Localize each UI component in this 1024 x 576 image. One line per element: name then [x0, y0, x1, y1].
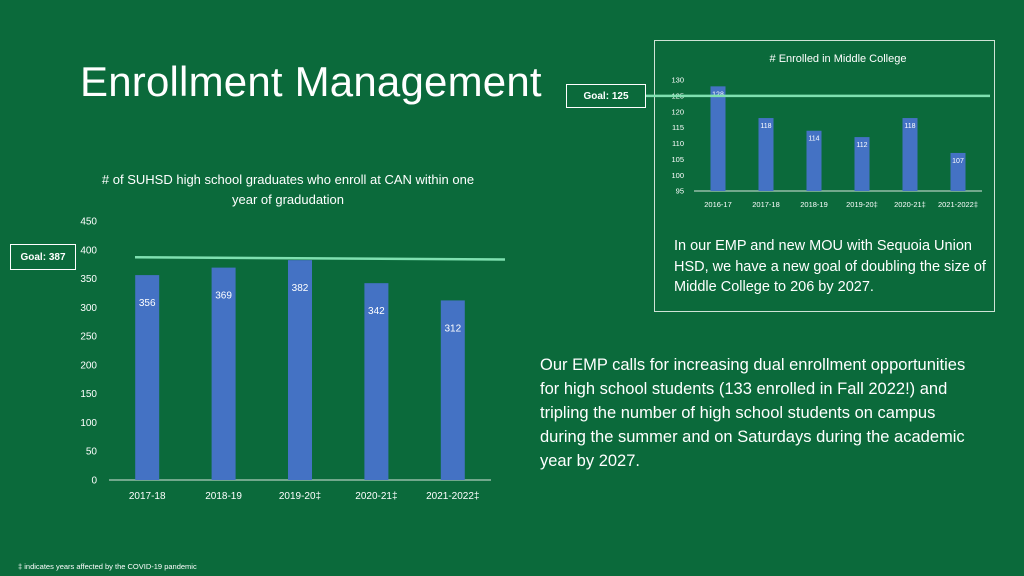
- bar: [364, 283, 389, 480]
- chart-title: # Enrolled in Middle College: [770, 53, 907, 65]
- y-tick-label: 100: [80, 418, 97, 429]
- y-tick-label: 150: [80, 389, 97, 400]
- bar: [806, 130, 822, 191]
- data-label: 118: [760, 123, 771, 130]
- y-tick-label: 450: [80, 217, 97, 228]
- data-label: 312: [444, 323, 461, 334]
- x-tick-label: 2017-18: [129, 491, 166, 502]
- middle-college-goal-badge: Goal: 125: [566, 84, 646, 108]
- y-tick-label: 400: [80, 245, 97, 256]
- bar: [288, 260, 312, 480]
- y-tick-label: 50: [86, 447, 98, 458]
- data-label: 356: [139, 298, 156, 309]
- data-label: 382: [292, 283, 309, 294]
- bar: [758, 118, 774, 191]
- bar: [440, 300, 465, 480]
- x-tick-label: 2020-21‡: [355, 491, 397, 502]
- bar: [135, 275, 160, 480]
- x-tick-label: 2020-21‡: [894, 200, 926, 209]
- bar: [950, 152, 966, 191]
- x-tick-label: 2021-2022‡: [938, 200, 978, 209]
- data-label: 112: [856, 142, 867, 149]
- bar: [854, 137, 870, 191]
- y-tick-label: 300: [80, 303, 97, 314]
- data-label: 342: [368, 306, 385, 317]
- x-tick-label: 2019-20‡: [279, 491, 321, 502]
- y-tick-label: 100: [671, 171, 684, 180]
- y-tick-label: 200: [80, 360, 97, 371]
- data-label: 118: [904, 123, 915, 130]
- y-tick-label: 250: [80, 332, 97, 343]
- y-tick-label: 95: [676, 187, 684, 196]
- high-school-goal-badge: Goal: 387: [10, 244, 76, 270]
- middle-college-panel: [654, 40, 995, 312]
- covid-footnote: ‡ indicates years affected by the COVID-…: [18, 562, 197, 571]
- y-tick-label: 350: [80, 274, 97, 285]
- goal-line: [134, 256, 506, 261]
- middle-college-description: In our EMP and new MOU with Sequoia Unio…: [674, 238, 986, 295]
- y-tick-label: 130: [671, 76, 684, 85]
- bar: [902, 118, 918, 191]
- data-label: 107: [952, 158, 964, 165]
- x-tick-label: 2017-18: [752, 200, 780, 209]
- y-tick-label: 120: [671, 107, 684, 116]
- y-tick-label: 0: [91, 476, 97, 487]
- x-tick-label: 2018-19: [205, 491, 242, 502]
- y-tick-label: 110: [672, 139, 684, 148]
- x-tick-label: 2021-2022‡: [426, 491, 479, 502]
- data-label: 114: [808, 136, 819, 143]
- x-tick-label: 2018-19: [800, 200, 828, 209]
- y-tick-label: 115: [672, 123, 684, 132]
- high-school-chart-title: # of SUHSD high school graduates who enr…: [101, 172, 475, 207]
- bar: [211, 267, 236, 480]
- data-label: 369: [215, 291, 232, 302]
- page-title: Enrollment Management: [80, 58, 542, 105]
- x-tick-label: 2016-17: [704, 200, 732, 209]
- x-tick-label: 2019-20‡: [846, 200, 878, 209]
- emp-description: Our EMP calls for increasing dual enroll…: [540, 356, 966, 470]
- y-tick-label: 105: [671, 155, 684, 164]
- bar: [710, 86, 726, 191]
